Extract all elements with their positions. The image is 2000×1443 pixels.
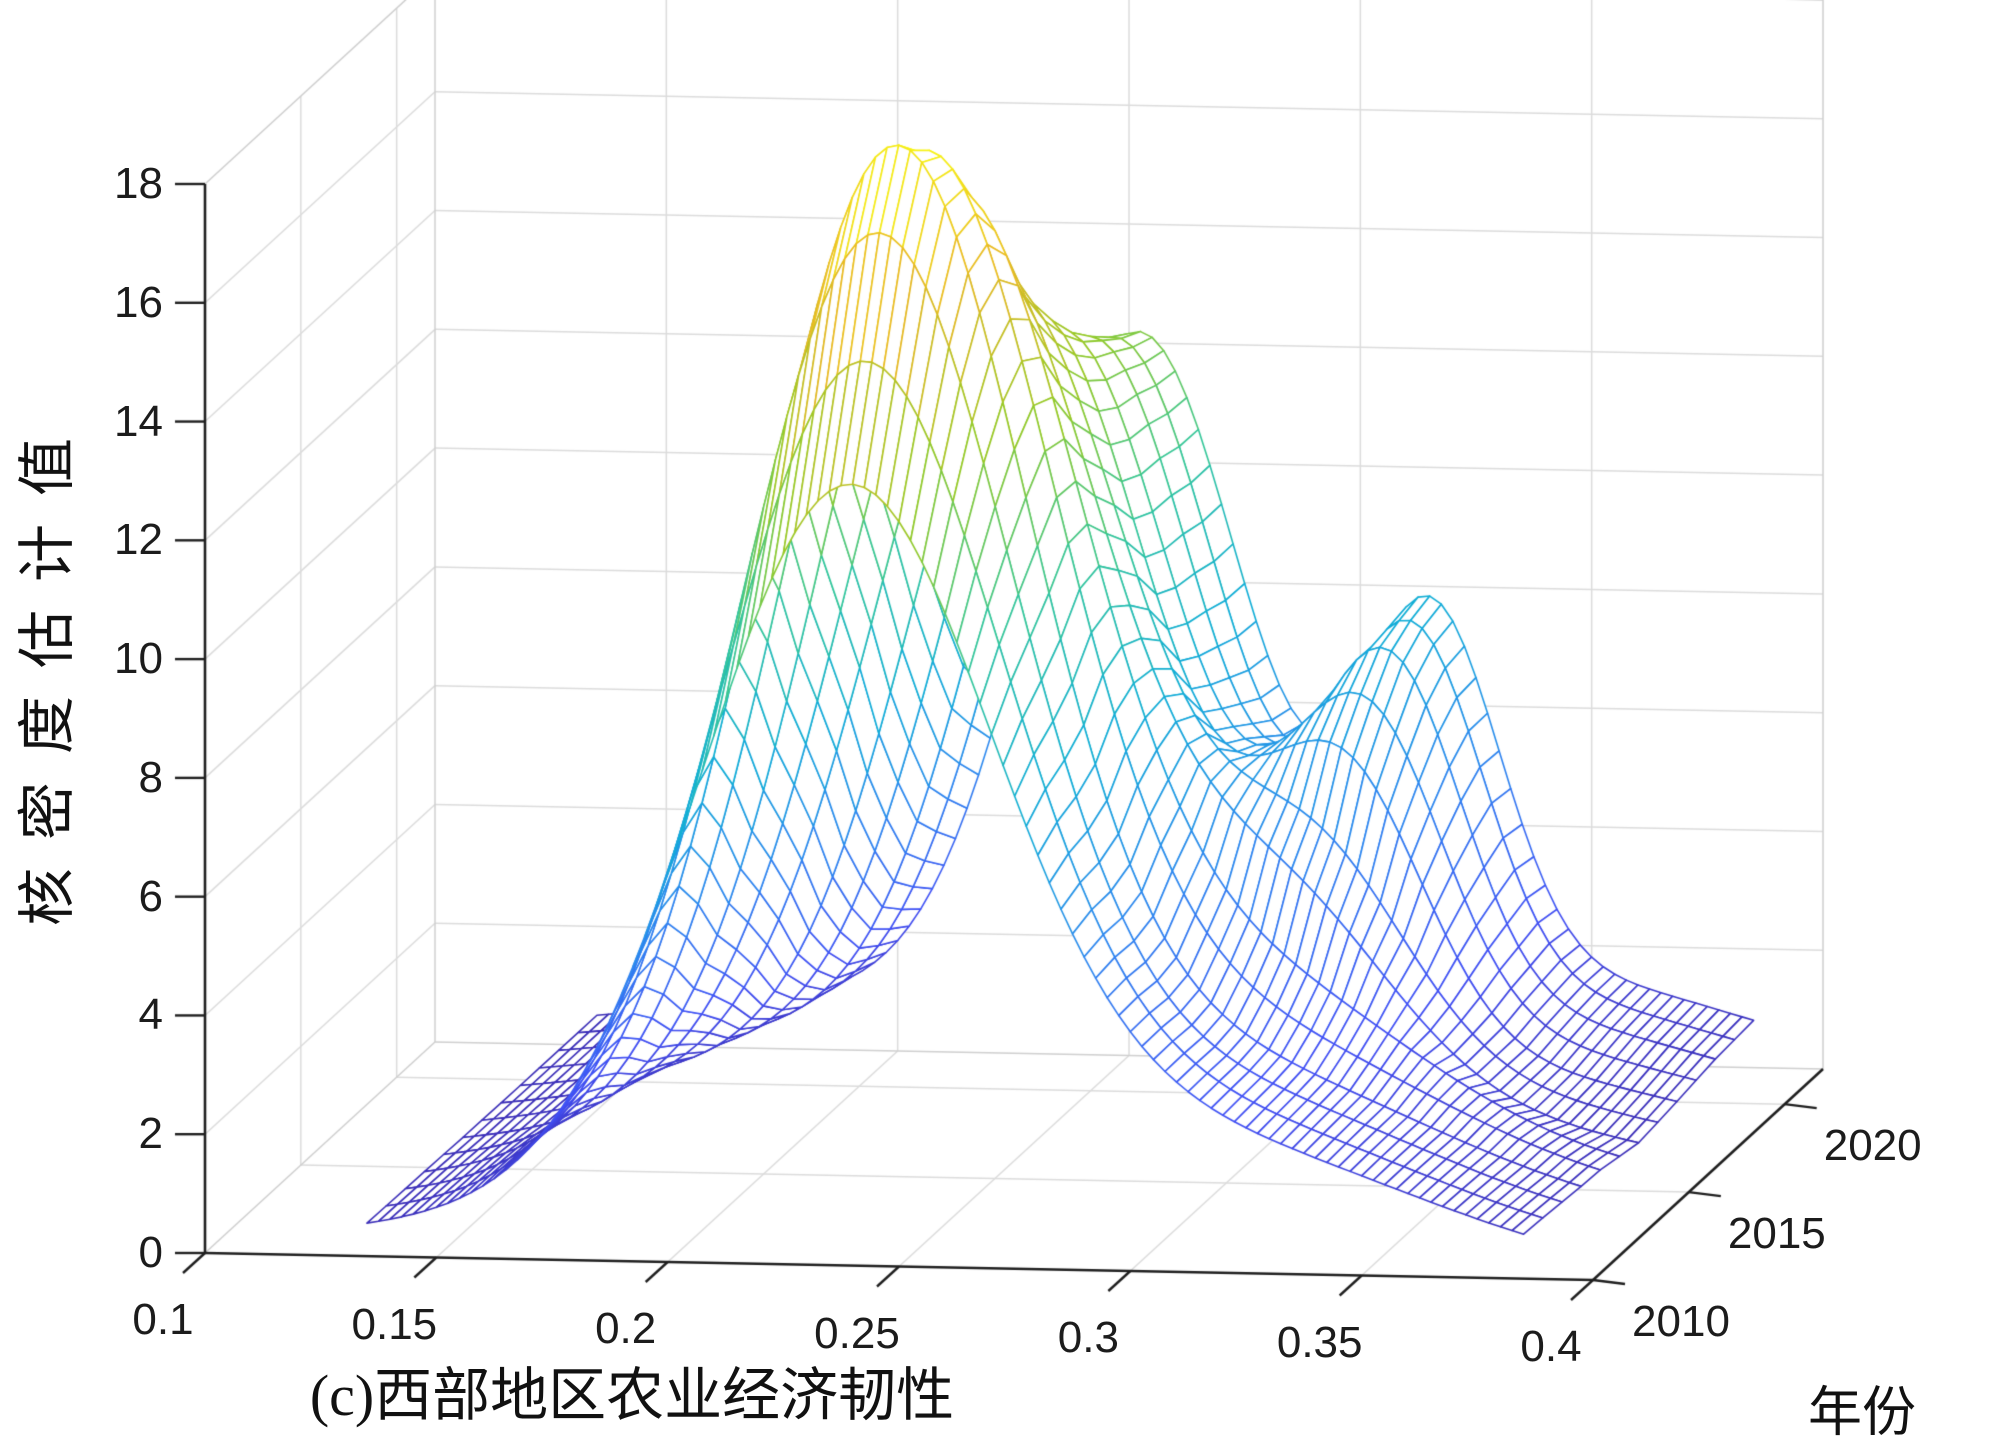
z-tick-3: 6	[138, 871, 163, 921]
z-tick-0: 0	[138, 1228, 163, 1277]
year-tick-0: 2010	[1632, 1297, 1730, 1346]
z-tick-1: 2	[138, 1109, 163, 1159]
figure-caption: (c)西部地区农业经济韧性	[309, 1363, 955, 1428]
z-tick-7: 14	[114, 396, 163, 446]
x-tick-5: 0.35	[1276, 1317, 1363, 1367]
z-axis-title: 核密度估计值	[15, 409, 80, 927]
x-tick-0: 0.1	[132, 1295, 194, 1344]
year-tick-1: 2015	[1727, 1209, 1826, 1259]
x-tick-3: 0.25	[814, 1308, 900, 1358]
z-tick-9: 18	[114, 159, 163, 208]
x-tick-4: 0.3	[1057, 1313, 1119, 1362]
z-tick-2: 4	[138, 990, 163, 1040]
z-tick-5: 10	[114, 634, 163, 684]
year-axis-title: 年份	[1808, 1382, 1916, 1443]
z-tick-4: 8	[138, 752, 163, 802]
z-tick-8: 16	[114, 277, 163, 327]
z-tick-6: 12	[114, 515, 163, 565]
year-tick-2: 2020	[1823, 1121, 1922, 1171]
x-tick-1: 0.15	[351, 1299, 438, 1349]
x-tick-2: 0.2	[595, 1304, 657, 1353]
x-tick-6: 0.4	[1520, 1322, 1582, 1371]
